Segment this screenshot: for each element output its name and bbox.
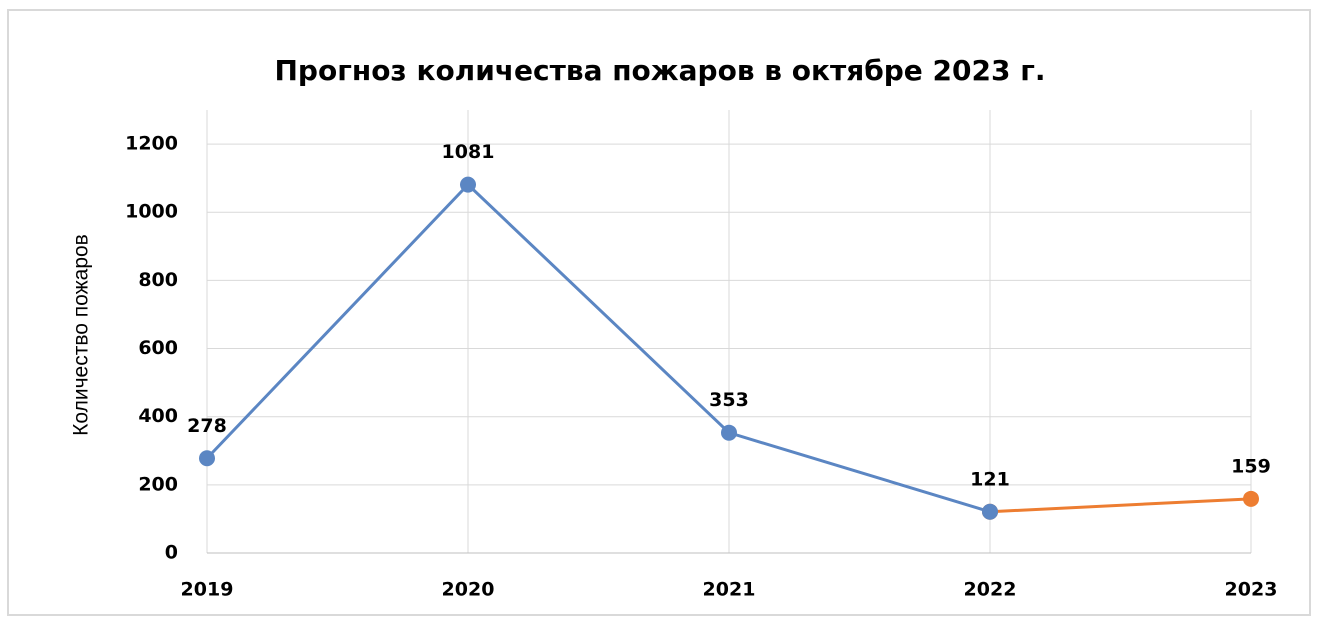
- y-axis-title: Количество пожаров: [70, 234, 93, 436]
- data-label: 159: [1231, 455, 1271, 477]
- x-tick-label: 2023: [1225, 579, 1278, 601]
- y-tick-label: 0: [165, 542, 178, 564]
- chart-frame: [7, 9, 1311, 616]
- x-tick-label: 2019: [181, 579, 234, 601]
- y-tick-label: 200: [138, 473, 178, 495]
- data-label: 353: [709, 389, 749, 411]
- data-label: 1081: [442, 141, 495, 163]
- y-tick-label: 800: [138, 269, 178, 291]
- data-point: [199, 450, 215, 467]
- series-line: [205, 182, 991, 514]
- data-point: [460, 176, 476, 193]
- data-label: 121: [970, 468, 1010, 490]
- x-tick-label: 2021: [703, 579, 756, 601]
- x-tick-label: 2020: [442, 579, 495, 601]
- chart-title: Прогноз количества пожаров в октябре 202…: [275, 54, 1046, 87]
- y-tick-label: 1000: [125, 201, 178, 223]
- data-point: [721, 424, 737, 441]
- y-tick-label: 400: [138, 405, 178, 427]
- data-point: [982, 503, 998, 520]
- y-tick-label: 1200: [125, 133, 178, 155]
- y-tick-label: 600: [138, 337, 178, 359]
- data-point: [1243, 490, 1259, 507]
- series-line: [989, 497, 1252, 514]
- data-label: 278: [187, 415, 227, 437]
- x-tick-label: 2022: [964, 579, 1017, 601]
